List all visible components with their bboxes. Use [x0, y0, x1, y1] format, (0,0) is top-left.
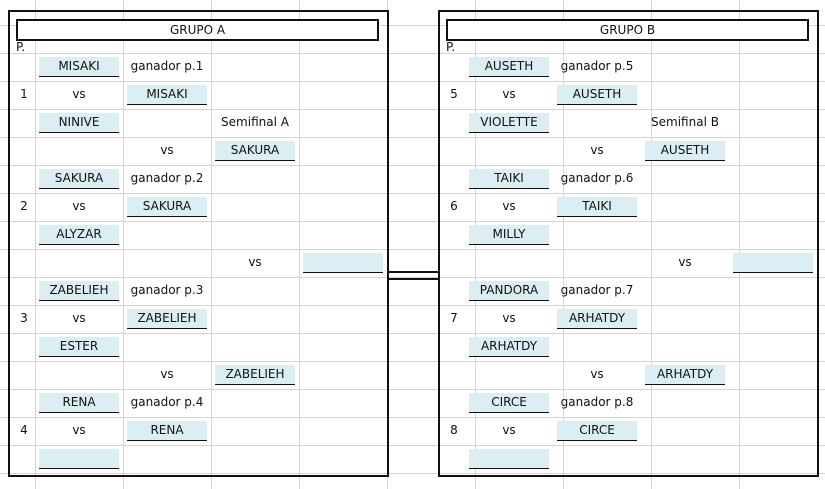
player-cell[interactable]: ARHATDY — [469, 337, 549, 357]
match-number: 8 — [450, 423, 458, 437]
vs-label: vs — [72, 311, 86, 325]
match-number: 7 — [450, 311, 458, 325]
player-cell[interactable]: MISAKI — [39, 57, 119, 77]
player-cell[interactable]: VIOLETTE — [469, 113, 549, 133]
player-cell[interactable]: RENA — [39, 393, 119, 413]
label: ganador p.8 — [560, 395, 634, 409]
player-cell[interactable]: SAKURA — [127, 197, 207, 217]
player-cell[interactable] — [39, 449, 119, 469]
label: ganador p.3 — [130, 283, 204, 297]
match-number: 2 — [20, 199, 28, 213]
player-cell[interactable]: MISAKI — [127, 85, 207, 105]
vs-label: vs — [502, 311, 516, 325]
player-cell[interactable]: AUSETH — [645, 141, 725, 161]
vs-label: vs — [160, 367, 174, 381]
player-cell[interactable] — [469, 449, 549, 469]
vs-label: vs — [590, 367, 604, 381]
player-cell[interactable]: MILLY — [469, 225, 549, 245]
label: ganador p.5 — [560, 59, 634, 73]
player-cell[interactable]: PANDORA — [469, 281, 549, 301]
player-cell[interactable]: ESTER — [39, 337, 119, 357]
vs-label: vs — [160, 143, 174, 157]
vs-label: vs — [502, 199, 516, 213]
group-connector — [387, 271, 438, 280]
match-number: 6 — [450, 199, 458, 213]
vs-label: vs — [502, 87, 516, 101]
label: ganador p.2 — [130, 171, 204, 185]
player-cell[interactable]: ZABELIEH — [127, 309, 207, 329]
vs-label: vs — [72, 423, 86, 437]
player-cell[interactable]: ZABELIEH — [215, 365, 295, 385]
vs-label: vs — [72, 87, 86, 101]
label: Semifinal B — [651, 115, 719, 129]
player-cell[interactable]: CIRCE — [557, 421, 637, 441]
player-cell[interactable]: SAKURA — [215, 141, 295, 161]
label: ganador p.4 — [130, 395, 204, 409]
match-number: 5 — [450, 87, 458, 101]
player-cell[interactable] — [303, 253, 383, 273]
match-number: 1 — [20, 87, 28, 101]
group-title: GRUPO B — [446, 19, 809, 41]
player-cell[interactable]: TAIKI — [557, 197, 637, 217]
player-cell[interactable]: ZABELIEH — [39, 281, 119, 301]
player-cell[interactable]: TAIKI — [469, 169, 549, 189]
player-cell[interactable] — [733, 253, 813, 273]
vs-label: vs — [248, 255, 262, 269]
player-cell[interactable]: ALYZAR — [39, 225, 119, 245]
player-cell[interactable]: ARHATDY — [557, 309, 637, 329]
match-number: 3 — [20, 311, 28, 325]
match-number: 4 — [20, 423, 28, 437]
label: Semifinal A — [221, 115, 289, 129]
vs-label: vs — [502, 423, 516, 437]
label: ganador p.1 — [130, 59, 204, 73]
player-cell[interactable]: RENA — [127, 421, 207, 441]
label: ganador p.6 — [560, 171, 634, 185]
vs-label: vs — [678, 255, 692, 269]
player-cell[interactable]: CIRCE — [469, 393, 549, 413]
player-cell[interactable]: NINIVE — [39, 113, 119, 133]
player-cell[interactable]: SAKURA — [39, 169, 119, 189]
player-cell[interactable]: ARHATDY — [645, 365, 725, 385]
vs-label: vs — [72, 199, 86, 213]
group-b: GRUPO B P. — [438, 10, 819, 477]
match-column-label: P. — [446, 40, 456, 54]
player-cell[interactable]: AUSETH — [469, 57, 549, 77]
label: ganador p.7 — [560, 283, 634, 297]
vs-label: vs — [590, 143, 604, 157]
match-column-label: P. — [16, 40, 26, 54]
player-cell[interactable]: AUSETH — [557, 85, 637, 105]
group-title: GRUPO A — [16, 19, 379, 41]
group-a: GRUPO A P. — [8, 10, 389, 477]
